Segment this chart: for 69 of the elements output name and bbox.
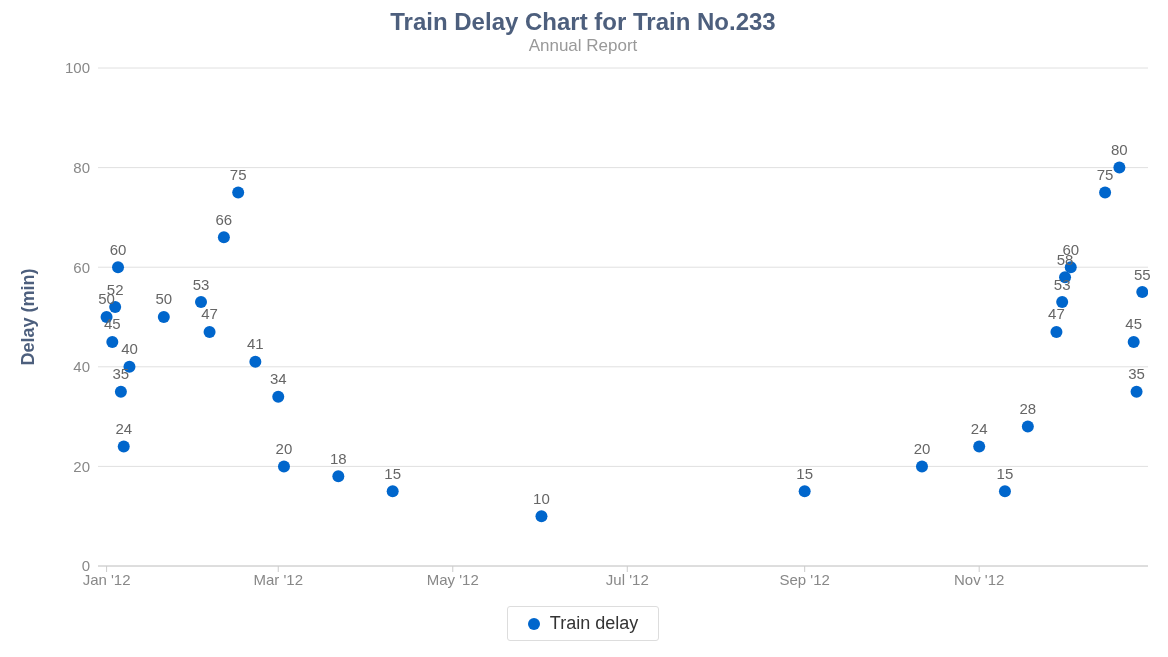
data-label: 50 [155, 290, 173, 308]
data-label: 47 [1048, 305, 1065, 323]
point [998, 485, 1011, 498]
data-label: 15 [796, 464, 814, 482]
point [1099, 186, 1112, 199]
point [1056, 296, 1069, 309]
data-label: 75 [1096, 165, 1114, 183]
point [203, 325, 216, 338]
y-tick-label: 80 [73, 158, 90, 176]
data-label: 53 [192, 275, 210, 293]
data-label: 53 [1053, 275, 1071, 293]
x-tick-label: May '12 [426, 570, 479, 588]
y-tick-label: 20 [73, 457, 90, 475]
data-label: 41 [247, 335, 264, 353]
data-label: 15 [996, 464, 1014, 482]
data-label: 47 [201, 305, 218, 323]
data-label: 18 [329, 449, 347, 467]
data-label: 55 [1133, 265, 1151, 283]
data-label: 40 [121, 340, 138, 358]
y-tick-label: 60 [73, 258, 90, 276]
data-label: 35 [1128, 365, 1145, 383]
point [915, 460, 928, 473]
point [973, 440, 986, 453]
x-tick-label: Sep '12 [779, 570, 830, 588]
point [1127, 335, 1140, 348]
chart-title: Train Delay Chart for Train No.233 [389, 8, 777, 36]
point [249, 355, 262, 368]
data-label: 34 [269, 370, 287, 388]
data-label: 10 [533, 489, 550, 507]
y-axis-title: Delay (min) [18, 268, 39, 366]
data-label: 15 [384, 464, 402, 482]
point [195, 296, 207, 309]
data-label: 80 [1111, 141, 1128, 159]
point [332, 470, 345, 483]
data-label: 24 [970, 419, 988, 437]
point [232, 186, 245, 199]
point [157, 311, 170, 323]
data-label: 60 [109, 240, 127, 258]
point [217, 231, 230, 244]
data-label: 75 [229, 165, 247, 183]
point [112, 261, 125, 274]
point [1136, 286, 1148, 299]
x-tick-label: Jul '12 [605, 570, 649, 588]
point [1021, 420, 1034, 433]
y-tick-label: 40 [73, 358, 90, 376]
legend-label: Train delay [549, 613, 639, 634]
point [386, 485, 399, 498]
point [106, 335, 119, 348]
point [114, 385, 127, 398]
point [1130, 385, 1143, 398]
data-label: 20 [275, 439, 293, 457]
data-label: 45 [1125, 315, 1143, 333]
point [277, 460, 290, 473]
point [117, 440, 130, 453]
point [535, 510, 548, 523]
data-label: 24 [115, 419, 133, 437]
y-tick-label: 100 [64, 59, 90, 77]
point [798, 485, 811, 498]
data-label: 35 [112, 365, 130, 383]
x-tick-label: Mar '12 [253, 570, 304, 588]
point [272, 390, 285, 403]
data-label: 45 [103, 315, 121, 333]
data-label: 20 [913, 439, 931, 457]
point [1050, 325, 1063, 338]
data-label: 66 [215, 210, 233, 228]
point [1113, 161, 1126, 174]
data-label: 28 [1019, 400, 1037, 418]
chart-subtitle: Annual Report [527, 36, 639, 56]
x-tick-label: Nov '12 [954, 570, 1005, 588]
